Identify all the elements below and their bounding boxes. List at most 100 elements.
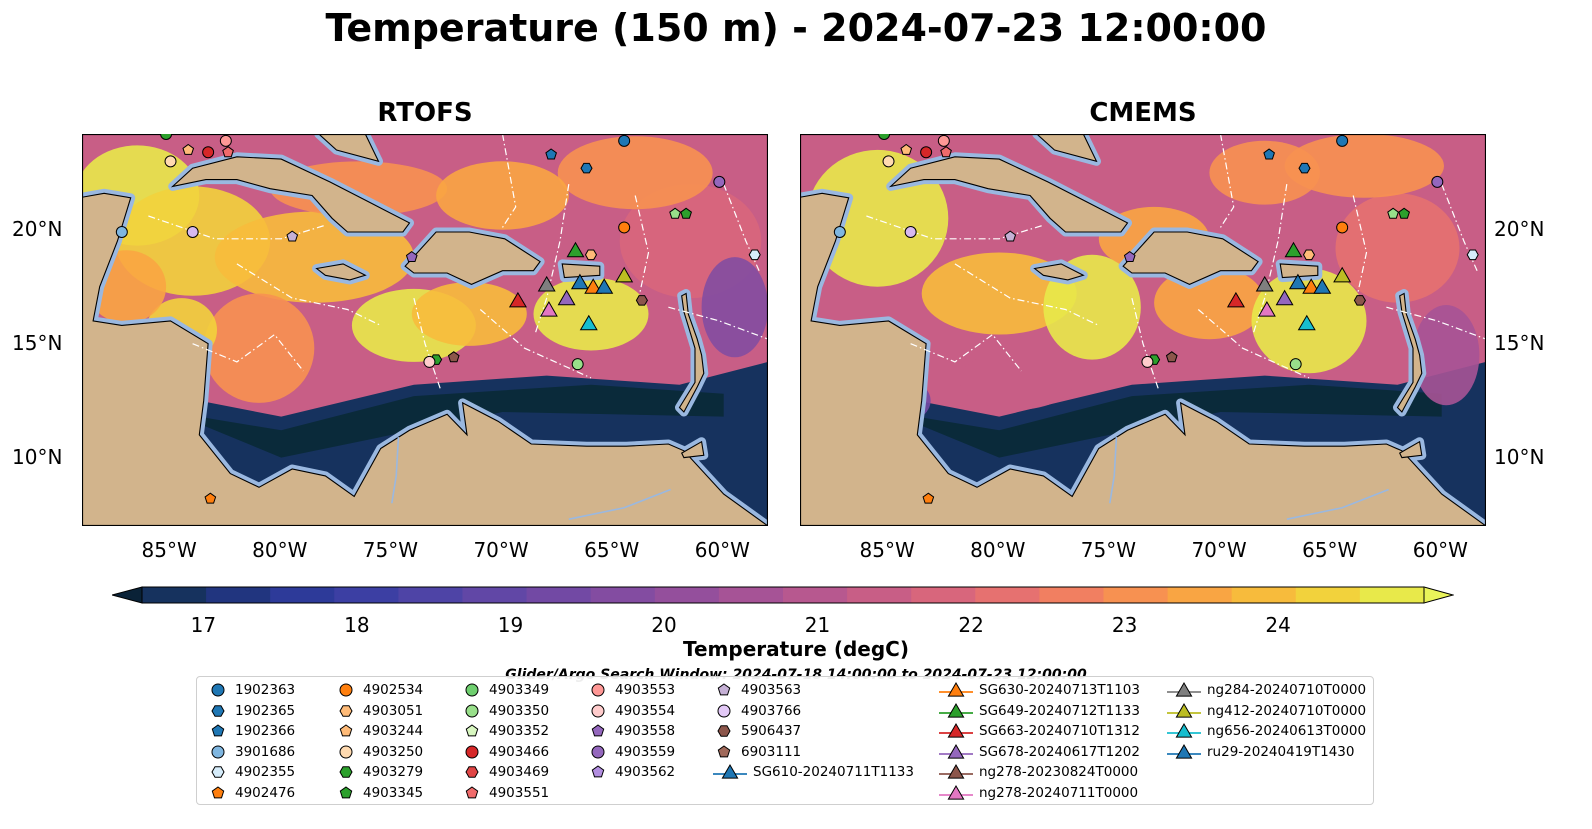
legend-label: 5906437: [741, 723, 802, 739]
land-lesser: [1396, 292, 1423, 413]
legend-item: SG610-20240711T1133: [713, 762, 914, 782]
legend-marker-icon: [1167, 723, 1201, 738]
colorbar-tick: 17: [190, 613, 217, 637]
legend-label: 4903553: [615, 682, 676, 698]
legend-label: 6903111: [741, 743, 802, 760]
obs-marker-4902476: [922, 492, 935, 504]
obs-marker-4903350: [571, 358, 584, 371]
x-tick-label: 80°W: [970, 538, 1026, 562]
legend-label: ru29-20240419T1430: [1207, 743, 1355, 760]
obs-marker-1902366: [1263, 148, 1275, 160]
x-tick-label: 75°W: [1080, 538, 1137, 562]
colorbar-bin: [1167, 587, 1233, 603]
obs-marker-4903349: [878, 134, 891, 140]
obs-marker-4903352: [1387, 207, 1399, 219]
obs-marker-ng284-20240710T0000: [1255, 275, 1274, 292]
colorbar-bin: [334, 587, 399, 603]
x-tick-label: 65°W: [1302, 538, 1358, 562]
obs-marker-4903345: [1398, 207, 1410, 219]
legend-marker-icon: [939, 743, 973, 759]
legend-item: 4903553: [587, 680, 675, 700]
legend-marker-icon: [939, 784, 973, 800]
legend-label: 4903559: [615, 743, 676, 760]
y-tick-label: 15°N: [1494, 330, 1545, 355]
eez-line: [501, 134, 517, 228]
legend-marker-icon: [939, 723, 973, 738]
legend-item: 4902534: [335, 680, 423, 700]
obs-marker-4902534: [618, 221, 631, 234]
colorbar-tick: 19: [497, 613, 524, 637]
land-hispaniola: [1122, 231, 1259, 286]
obs-marker-1902365: [580, 162, 593, 174]
obs-marker-4903558: [405, 250, 418, 262]
obs-marker-ng656-20240613T0000: [579, 314, 598, 331]
colorbar-bin: [911, 587, 976, 603]
land-trinidad: [680, 440, 705, 459]
obs-marker-4903051: [1302, 249, 1316, 261]
legend-label: ng412-20240710T0000: [1207, 702, 1367, 719]
x-tick-label: 70°W: [1191, 538, 1247, 562]
land-lesser: [678, 292, 705, 413]
colorbar-bin: [975, 587, 1040, 603]
legend-label: 4902476: [235, 784, 296, 801]
obs-marker-ng412-20240710T0000: [1333, 266, 1352, 283]
legend-item: 4903562: [587, 762, 675, 782]
legend-marker-icon: [591, 724, 605, 737]
eez-line: [1441, 183, 1478, 271]
legend-item: 4903349: [461, 680, 549, 700]
land-layer: [800, 134, 1486, 526]
legend-marker-icon: [465, 785, 479, 798]
obs-marker-SG610-20240711T1133: [1288, 273, 1307, 290]
obs-marker-4903558: [1123, 250, 1136, 262]
x-tick-label: 85°W: [859, 538, 915, 562]
obs-marker-4903352: [669, 207, 681, 219]
legend-label: 4903469: [489, 764, 550, 780]
legend-marker-icon: [339, 683, 353, 697]
legend-item: 4903469: [461, 762, 549, 782]
obs-marker-4903350: [1289, 358, 1302, 371]
eez-line: [634, 195, 650, 294]
eez-line: [413, 297, 442, 390]
legend-label: 1902363: [235, 682, 296, 698]
obs-marker-SG610-20240711T1133: [570, 273, 589, 290]
obs-marker-4903466: [920, 146, 933, 159]
obs-marker-1902365: [1298, 162, 1311, 174]
obs-marker-4903345: [680, 207, 692, 219]
legend-item: 4903345: [335, 783, 423, 803]
colorbar-bin: [206, 587, 271, 603]
legend-item: 4903352: [461, 721, 549, 741]
obs-marker-4903250: [164, 155, 177, 168]
legend-marker-icon: [1167, 702, 1201, 718]
legend-label: 4903250: [363, 743, 424, 760]
eez-line: [723, 183, 760, 271]
panel-title-rtofs: RTOFS: [377, 98, 473, 128]
legend-item: 4903563: [713, 680, 801, 700]
eez-line: [148, 215, 326, 240]
legend-label: ng278-20230824T0000: [979, 764, 1139, 780]
legend-item: 4902355: [207, 762, 295, 782]
observation-markers: [833, 134, 1479, 504]
x-tick-label: 85°W: [141, 538, 197, 562]
legend-marker-icon: [339, 766, 353, 778]
obs-marker-SG663-20240710T1312: [1226, 291, 1245, 308]
land-layer: [82, 134, 768, 526]
legend-label: 4903562: [615, 764, 676, 780]
rtofs-temperature-feature: [701, 257, 768, 358]
legend-item: ng278-20230824T0000: [939, 762, 1138, 782]
legend-item: 4903250: [335, 742, 423, 762]
legend-marker-icon: [211, 683, 225, 697]
rtofs-temperature-feature: [436, 161, 569, 230]
legend-marker-icon: [591, 683, 605, 697]
x-tick-label: 70°W: [473, 538, 529, 562]
colorbar-tick: 20: [651, 613, 677, 637]
obs-marker-1902363: [1336, 134, 1349, 147]
panel-title-cmems: CMEMS: [1089, 98, 1197, 128]
eez-line: [1131, 297, 1160, 390]
legend-item: 4903466: [461, 742, 549, 762]
legend-label: SG630-20240713T1103: [979, 682, 1140, 698]
legend-marker-icon: [211, 785, 225, 798]
legend-label: SG678-20240617T1202: [979, 743, 1140, 760]
legend-marker-icon: [591, 704, 605, 717]
colorbar-bin: [1039, 587, 1105, 603]
colorbar-bin: [847, 587, 912, 603]
